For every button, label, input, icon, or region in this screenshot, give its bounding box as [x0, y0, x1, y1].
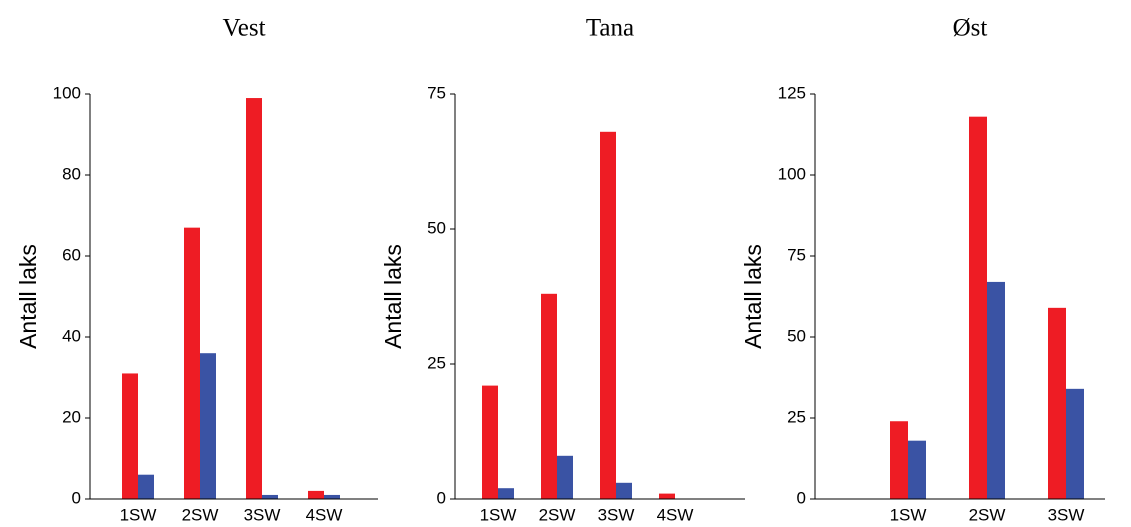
y-tick-label: 75 — [787, 245, 806, 264]
bar — [908, 440, 926, 499]
bar — [987, 281, 1005, 499]
y-axis-label: Antall laks — [15, 244, 41, 349]
bar — [200, 353, 216, 499]
bar — [184, 227, 200, 499]
y-tick-label: 0 — [437, 488, 446, 507]
y-tick-label: 75 — [427, 83, 446, 102]
bar — [600, 131, 616, 500]
y-tick-label: 0 — [72, 488, 81, 507]
y-tick-label: 25 — [787, 407, 806, 426]
y-tick-label: 125 — [778, 83, 806, 102]
chart-title: Øst — [953, 15, 988, 42]
y-tick-label: 40 — [62, 326, 81, 345]
y-tick-label: 0 — [797, 488, 806, 507]
x-tick-label: 2SW — [969, 505, 1006, 524]
chart-title: Tana — [586, 15, 634, 42]
y-tick-label: 50 — [427, 218, 446, 237]
y-tick-label: 50 — [787, 326, 806, 345]
x-tick-label: 2SW — [182, 505, 219, 524]
y-tick-label: 100 — [53, 83, 81, 102]
y-tick-label: 80 — [62, 164, 81, 183]
bar — [498, 488, 514, 499]
bar — [659, 493, 675, 499]
bar — [557, 455, 573, 499]
x-tick-label: 1SW — [890, 505, 927, 524]
bar — [890, 421, 908, 499]
bar — [138, 474, 154, 499]
x-tick-label: 4SW — [306, 505, 343, 524]
x-tick-label: 1SW — [120, 505, 157, 524]
x-tick-label: 3SW — [244, 505, 281, 524]
x-tick-label: 4SW — [657, 505, 694, 524]
bar — [1066, 388, 1084, 499]
chart-title: Vest — [222, 15, 265, 42]
bar — [324, 494, 340, 499]
bar — [482, 385, 498, 499]
x-tick-label: 1SW — [480, 505, 517, 524]
x-tick-label: 3SW — [598, 505, 635, 524]
y-axis-label: Antall laks — [380, 244, 406, 349]
bar — [616, 482, 632, 499]
bar — [122, 373, 138, 499]
x-tick-label: 2SW — [539, 505, 576, 524]
y-tick-label: 100 — [778, 164, 806, 183]
bar — [541, 293, 557, 499]
y-axis-label: Antall laks — [740, 244, 766, 349]
bar — [262, 494, 278, 499]
y-tick-label: 20 — [62, 407, 81, 426]
bar — [246, 98, 262, 500]
bar — [308, 490, 324, 499]
bar — [969, 116, 987, 500]
y-tick-label: 25 — [427, 353, 446, 372]
x-tick-label: 3SW — [1048, 505, 1085, 524]
y-tick-label: 60 — [62, 245, 81, 264]
bar — [1048, 307, 1066, 499]
